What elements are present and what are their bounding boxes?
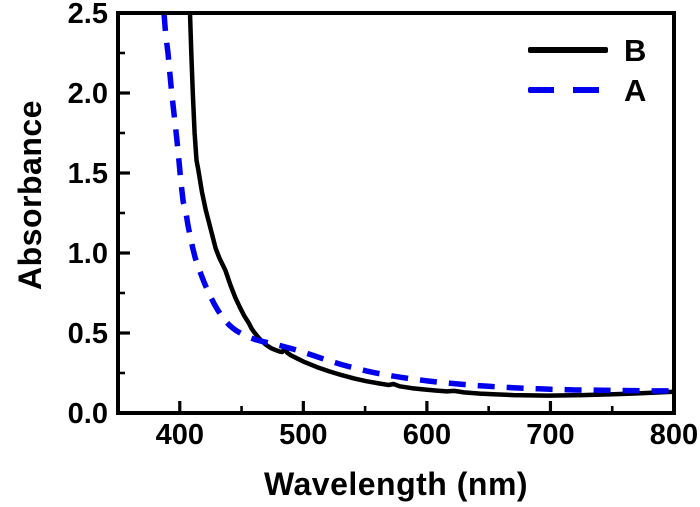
y-tick-label: 0.5 <box>68 318 108 350</box>
y-tick-label: 2.0 <box>68 78 108 110</box>
y-tick-label: 2.5 <box>68 0 108 30</box>
x-tick-label: 700 <box>526 419 574 451</box>
x-tick-label: 600 <box>403 419 451 451</box>
series-b-line-swatch <box>528 47 608 53</box>
y-tick-label: 0.0 <box>68 398 108 430</box>
legend-label-a: A <box>624 72 647 108</box>
plot-frame <box>116 11 676 415</box>
x-tick-label: 500 <box>279 419 327 451</box>
y-axis-title: Absorbance <box>12 100 48 290</box>
series-a-line-swatch <box>528 87 608 93</box>
x-axis-title: Wavelength (nm) <box>263 466 529 502</box>
legend-label-b: B <box>624 32 647 68</box>
x-tick-label: 400 <box>156 419 204 451</box>
legend: B A <box>528 31 646 111</box>
y-tick-label: 1.0 <box>68 238 108 270</box>
x-tick-label: 800 <box>650 419 698 451</box>
series-b-curve <box>187 13 674 398</box>
series-a-curve <box>161 13 674 394</box>
y-tick-label: 1.5 <box>68 158 108 190</box>
legend-item-a: A <box>528 71 646 109</box>
legend-item-b: B <box>528 31 646 69</box>
